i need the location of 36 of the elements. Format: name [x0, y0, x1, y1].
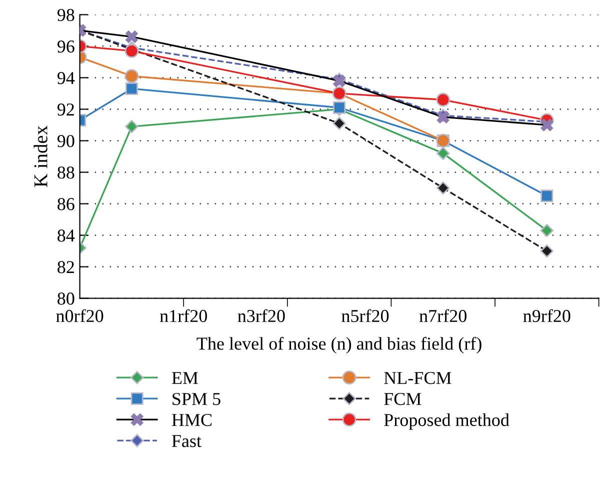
x-tick-label: n9rf20: [523, 309, 570, 322]
y-tick-label: 84: [58, 230, 75, 242]
y-tick-label: 92: [57, 104, 74, 116]
x-axis-title: The level of noise (n) and bias field (rf): [196, 336, 482, 354]
legend-label: Fast: [172, 435, 202, 448]
x-tick-label: n0rf20: [56, 309, 104, 322]
point: [436, 181, 450, 195]
point: [436, 92, 450, 107]
x-tick-label: n3rf20: [238, 309, 285, 322]
y-tick-label: 88: [58, 166, 74, 179]
x-tick-label: n5rf20: [342, 309, 389, 322]
y-tick-label: 82: [58, 261, 74, 274]
y-tick-label: 80: [58, 292, 74, 305]
legend-label: Proposed method: [384, 413, 510, 430]
point: [125, 120, 138, 134]
y-tick-label: 86: [58, 198, 74, 210]
legend-label: SPM 5: [172, 392, 220, 406]
point: [332, 116, 346, 130]
y-tick-label: 90: [57, 134, 74, 148]
legend-label: HMC: [172, 414, 212, 426]
point: [540, 224, 554, 238]
point: [124, 69, 139, 84]
legend-label: FCM: [384, 392, 422, 406]
legend-label: NL-FCM: [384, 372, 452, 384]
point: [333, 101, 346, 114]
point: [540, 190, 554, 202]
point: [436, 146, 450, 160]
point: [540, 244, 554, 258]
x-tick-label: n7rf20: [419, 309, 466, 322]
y-tick-label: 98: [57, 8, 74, 22]
y-tick-label: 94: [57, 72, 75, 84]
x-tick-label: n1rf20: [160, 309, 207, 322]
y-axis-title: K index: [34, 126, 48, 187]
legend-label: EM: [172, 372, 198, 384]
y-tick-label: 96: [57, 40, 74, 53]
point: [125, 82, 138, 95]
